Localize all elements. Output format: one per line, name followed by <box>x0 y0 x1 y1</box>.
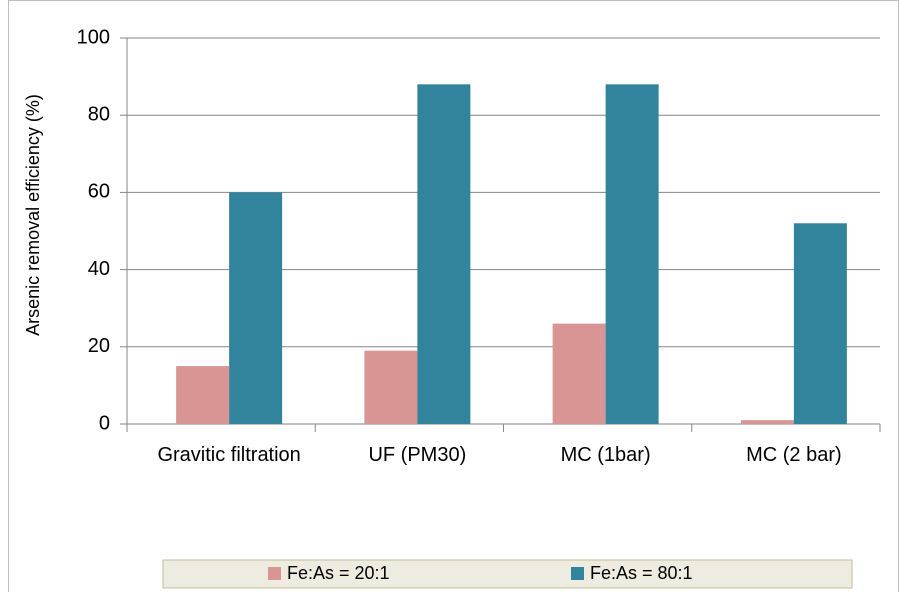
y-tick-label: 40 <box>88 258 110 280</box>
legend-box <box>162 559 853 589</box>
x-tick-label: MC (2 bar) <box>746 444 842 466</box>
x-tick-label: MC (1bar) <box>560 444 651 466</box>
legend-label: Fe:As = 20:1 <box>287 563 390 583</box>
bar <box>229 192 283 424</box>
bar <box>176 366 230 424</box>
y-axis-label: Arsenic removal efficiency (%) <box>23 94 43 336</box>
bar <box>417 84 471 424</box>
bar <box>793 223 847 424</box>
y-tick-label: 100 <box>77 26 110 48</box>
y-tick-label: 60 <box>88 181 110 203</box>
y-tick-label: 20 <box>88 335 110 357</box>
x-tick-label: Gravitic filtration <box>157 444 301 466</box>
legend-label: Fe:As = 80:1 <box>590 563 693 583</box>
bar <box>552 323 606 424</box>
legend-swatch <box>268 567 281 580</box>
y-tick-label: 80 <box>88 103 110 125</box>
bar <box>364 350 418 424</box>
bar <box>740 420 794 424</box>
legend-swatch <box>571 567 584 580</box>
y-tick-label: 0 <box>99 412 110 434</box>
bar <box>605 84 659 424</box>
x-tick-label: UF (PM30) <box>368 444 467 466</box>
